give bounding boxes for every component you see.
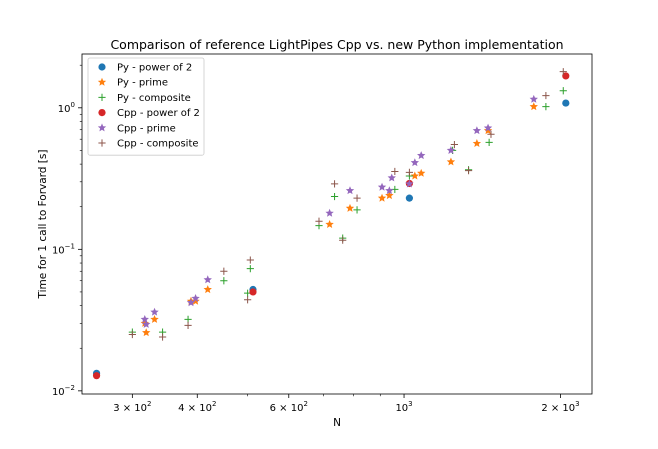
data-point <box>542 91 550 100</box>
data-point <box>391 167 399 176</box>
data-point <box>410 171 420 180</box>
data-point <box>353 194 361 202</box>
data-point <box>472 139 482 147</box>
data-point <box>446 146 456 154</box>
data-point <box>542 102 550 111</box>
legend-label: Cpp - composite <box>117 139 199 150</box>
data-point <box>325 220 334 228</box>
data-point <box>246 265 254 273</box>
data-point <box>405 194 413 202</box>
legend-label: Py - power of 2 <box>117 63 192 74</box>
data-point <box>385 191 394 200</box>
legend: Py - power of 2 Py - prime Py - composite C… <box>87 57 205 156</box>
data-point <box>191 294 200 302</box>
data-point <box>483 126 493 135</box>
data-point <box>529 94 538 103</box>
data-point <box>142 328 151 337</box>
data-point <box>220 267 228 275</box>
data-point <box>191 296 200 305</box>
x-tick-label: 103 <box>395 400 412 414</box>
series-5 <box>140 94 538 328</box>
data-point <box>559 68 567 76</box>
data-point <box>184 315 192 323</box>
data-point <box>377 182 387 191</box>
data-point <box>140 314 149 323</box>
legend-label: Py - prime <box>117 78 168 89</box>
data-point <box>325 208 334 217</box>
x-axis-label: N <box>333 417 341 429</box>
data-point <box>339 236 347 244</box>
x-tick-label: 4 × 102 <box>178 400 216 414</box>
data-point <box>387 173 396 182</box>
data-point <box>483 123 493 132</box>
legend-marker <box>98 109 106 117</box>
legend-box <box>87 57 205 156</box>
data-point <box>446 157 456 166</box>
y-tick-label: 10−1 <box>52 242 75 256</box>
data-point <box>158 333 167 341</box>
data-point <box>150 314 159 323</box>
x-tick-label: 6 × 102 <box>270 400 308 414</box>
data-point <box>345 203 355 212</box>
data-point <box>142 319 151 328</box>
chart-title: Comparison of reference LightPipes Cpp v… <box>110 37 563 52</box>
plot-frame <box>81 53 593 395</box>
data-point <box>405 168 413 176</box>
plot-area <box>92 68 570 380</box>
data-point <box>246 256 254 264</box>
data-point <box>92 372 101 380</box>
data-point <box>330 192 339 201</box>
legend-marker <box>98 139 106 147</box>
data-point <box>330 180 339 188</box>
series-6 <box>128 68 567 341</box>
data-point <box>450 140 458 149</box>
legend-label: Py - composite <box>117 93 191 104</box>
data-point <box>186 298 196 307</box>
data-point <box>385 186 394 195</box>
data-point <box>464 167 473 175</box>
data-point <box>345 186 355 195</box>
data-point <box>472 126 482 135</box>
x-tick-label: 2 × 103 <box>541 400 579 414</box>
data-point <box>559 87 567 95</box>
data-point <box>315 217 323 225</box>
x-tick-label: 3 × 102 <box>113 400 151 414</box>
data-point <box>405 179 414 188</box>
data-point <box>128 330 136 339</box>
data-point <box>353 206 361 214</box>
legend-label: Cpp - power of 2 <box>117 108 200 119</box>
data-point <box>244 296 252 304</box>
data-point <box>249 288 257 296</box>
data-point <box>417 151 426 160</box>
y-tick-label: 100 <box>58 101 75 115</box>
data-point <box>529 102 538 111</box>
legend-label: Cpp - prime <box>117 123 176 134</box>
data-point <box>417 168 426 177</box>
data-point <box>377 193 387 202</box>
legend-marker <box>97 123 107 132</box>
data-point <box>487 130 495 138</box>
legend-marker <box>98 93 106 101</box>
data-point <box>150 307 159 316</box>
data-point <box>203 285 212 294</box>
legend-marker <box>98 63 106 71</box>
data-point <box>203 275 212 284</box>
data-point <box>562 99 570 107</box>
y-tick-label: 10−2 <box>52 384 75 398</box>
legend-marker <box>97 77 107 86</box>
data-point <box>184 321 192 330</box>
data-point <box>220 277 228 285</box>
data-point <box>410 158 420 167</box>
axes: 3 × 102 4 × 102 6 × 102 103 2 × 103 10−2 10−1 1… <box>52 64 580 414</box>
data-point <box>562 72 570 80</box>
y-axis-label: Time for 1 call to Forvard [s] <box>37 150 49 300</box>
data-point <box>485 138 493 146</box>
